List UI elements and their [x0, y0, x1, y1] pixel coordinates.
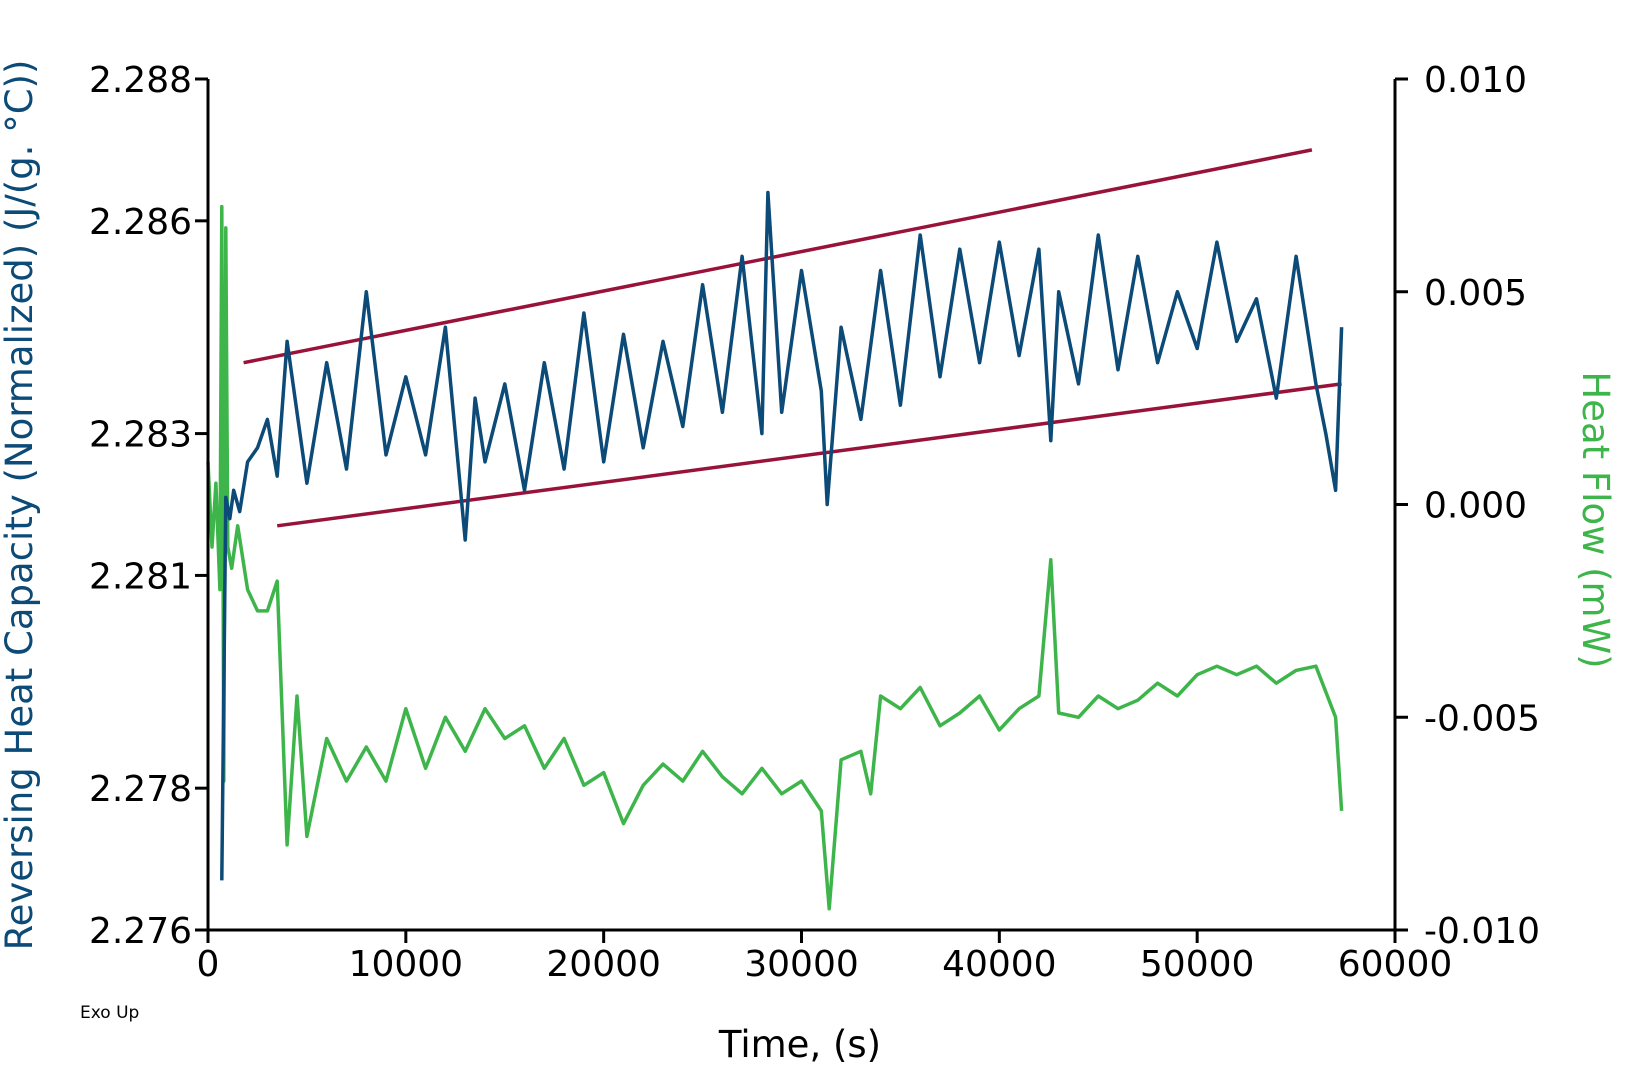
x-tick-label: 10000	[349, 944, 464, 985]
y-left-tick-label: 2.276	[89, 911, 192, 952]
y-left-tick-label: 2.288	[89, 60, 192, 101]
x-tick-label: 50000	[1140, 944, 1255, 985]
x-tick-label: 30000	[744, 944, 859, 985]
y-axis-left-title: Reversing Heat Capacity (Normalized) (J/…	[0, 60, 41, 951]
y-right-tick-label: -0.010	[1424, 911, 1540, 952]
x-tick-label: 60000	[1338, 944, 1453, 985]
x-tick-label: 20000	[546, 944, 661, 985]
trend-line-upper	[243, 148, 1313, 365]
y-left-tick-label: 2.281	[89, 556, 192, 597]
heat-capacity-line	[220, 190, 1344, 881]
y-axis-left-ticks: 2.276 2.278 2.281 2.283 2.286 2.288	[89, 60, 208, 952]
y-left-tick-label: 2.286	[89, 202, 192, 243]
y-left-tick-label: 2.278	[89, 769, 192, 810]
y-right-tick-label: 0.000	[1424, 486, 1527, 527]
heat-flow-line	[206, 204, 1344, 911]
axes	[201, 79, 1399, 932]
exo-up-note: Exo Up	[80, 1003, 139, 1023]
y-right-tick-label: 0.005	[1424, 273, 1527, 314]
x-tick-label: 0	[197, 944, 220, 985]
y-axis-right-ticks: -0.010 -0.005 0.000 0.005 0.010	[1395, 60, 1540, 952]
x-axis-ticks: 0 10000 20000 30000 40000 50000 60000	[197, 930, 1453, 985]
y-right-tick-label: 0.010	[1424, 60, 1527, 101]
trend-line-lower	[276, 382, 1342, 528]
x-tick-label: 40000	[942, 944, 1057, 985]
y-left-tick-label: 2.283	[89, 415, 192, 456]
x-axis-title: Time, (s)	[718, 1023, 881, 1066]
y-right-tick-label: -0.005	[1424, 698, 1540, 739]
y-axis-right-title: Heat Flow (mW)	[1574, 371, 1617, 668]
plot-lines	[206, 148, 1344, 911]
